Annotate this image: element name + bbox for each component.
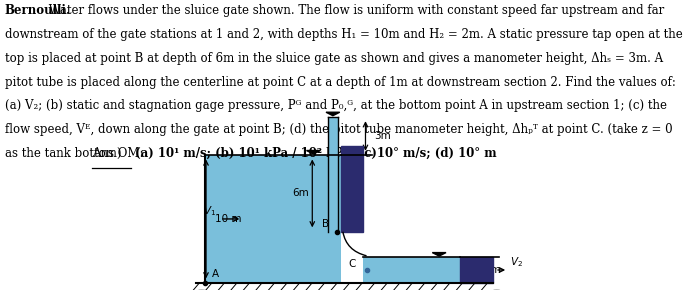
Polygon shape	[306, 151, 320, 154]
Text: downstream of the gate stations at 1 and 2, with depths H₁ = 10m and H₂ = 2m. A : downstream of the gate stations at 1 and…	[5, 28, 683, 41]
Text: top is placed at point B at depth of 6m in the sluice gate as shown and gives a : top is placed at point B at depth of 6m …	[5, 52, 663, 65]
Text: Water flows under the sluice gate shown. The flow is uniform with constant speed: Water flows under the sluice gate shown.…	[45, 4, 664, 17]
Text: pitot tube is placed along the centerline at point C at a depth of 1m at downstr: pitot tube is placed along the centerlin…	[5, 76, 676, 89]
Polygon shape	[460, 257, 493, 283]
Text: 6m: 6m	[292, 188, 309, 198]
Text: B: B	[322, 220, 329, 229]
Polygon shape	[341, 155, 363, 232]
Text: 10 m: 10 m	[215, 214, 241, 224]
Text: flow speed, Vᴱ, down along the gate at point B; (d) the pitot tube manometer hei: flow speed, Vᴱ, down along the gate at p…	[5, 123, 673, 136]
Polygon shape	[328, 117, 338, 232]
Text: A: A	[212, 269, 219, 279]
Text: Ans OM:: Ans OM:	[92, 147, 144, 160]
Polygon shape	[363, 257, 460, 283]
Text: $V_1$: $V_1$	[203, 204, 216, 218]
Text: as the tank bottom): as the tank bottom)	[5, 147, 125, 160]
Text: 3m: 3m	[374, 131, 390, 141]
Polygon shape	[432, 253, 446, 256]
Polygon shape	[341, 146, 363, 155]
Polygon shape	[326, 112, 340, 116]
Text: Bernoulli.: Bernoulli.	[5, 4, 71, 17]
Text: C: C	[349, 259, 357, 269]
Text: (a) V₂; (b) static and stagnation gage pressure, Pᴳ and P₀,ᴳ, at the bottom poin: (a) V₂; (b) static and stagnation gage p…	[5, 99, 667, 113]
Text: $V_2$: $V_2$	[510, 255, 523, 269]
Polygon shape	[205, 155, 341, 283]
Text: 2m: 2m	[484, 265, 501, 275]
Text: (a) 10¹ m/s; (b) 10¹ kPa / 10² kPa; (c)10° m/s; (d) 10° m: (a) 10¹ m/s; (b) 10¹ kPa / 10² kPa; (c)1…	[131, 147, 496, 160]
